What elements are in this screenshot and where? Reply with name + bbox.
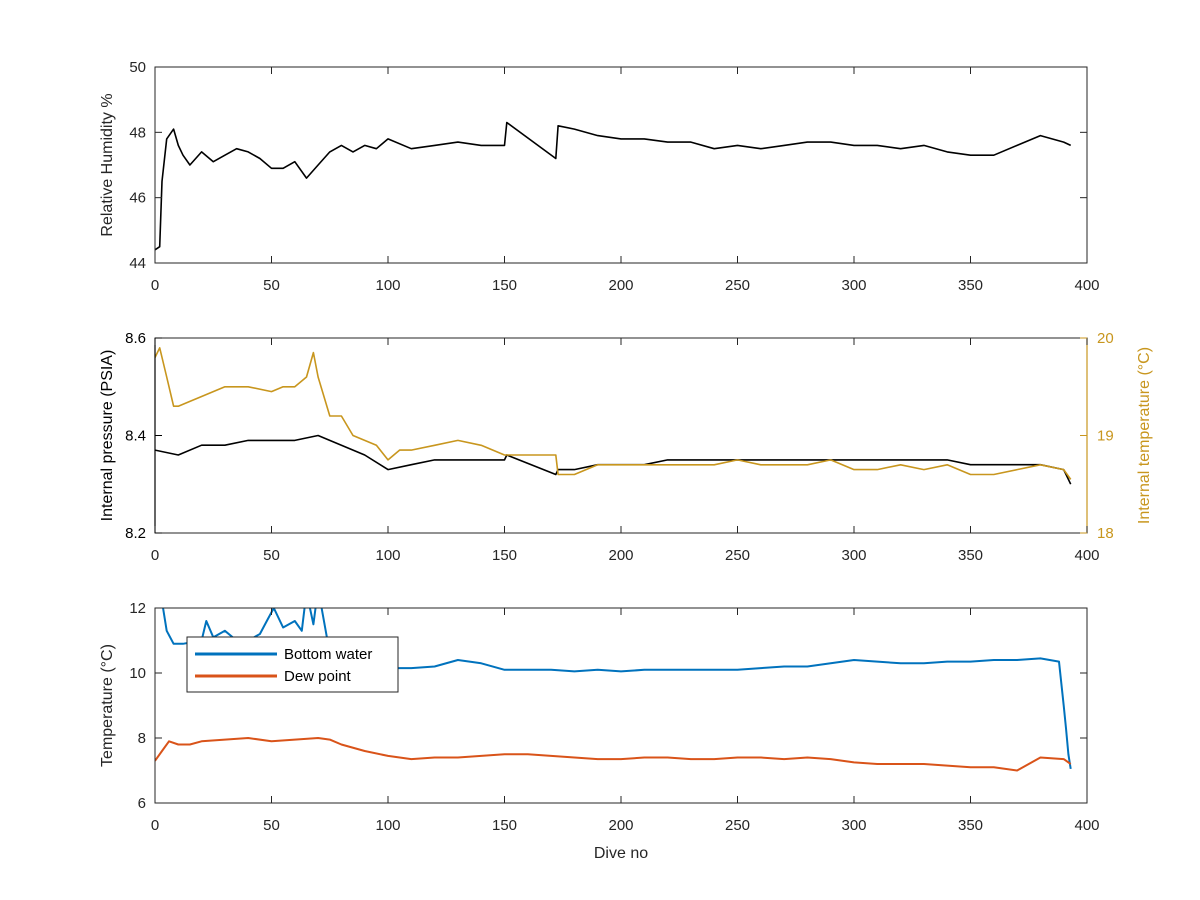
- x-tick-label: 0: [151, 277, 159, 294]
- x-axis-title: Dive no: [594, 845, 648, 862]
- x-tick-label: 50: [263, 277, 280, 294]
- y-right-tick-label: 18: [1097, 525, 1114, 542]
- x-tick-label: 100: [375, 547, 400, 564]
- x-tick-label: 300: [841, 277, 866, 294]
- x-tick-label: 50: [263, 817, 280, 834]
- x-tick-label: 200: [608, 817, 633, 834]
- legend-label-1: Dew point: [284, 668, 352, 685]
- x-tick-label: 0: [151, 817, 159, 834]
- y-tick-label: 8.4: [125, 428, 146, 445]
- y-tick-label: 44: [129, 255, 146, 272]
- y-tick-label: 46: [129, 190, 146, 207]
- legend: Bottom water Dew point: [186, 636, 399, 693]
- y-tick-label: 8: [138, 730, 146, 747]
- y-right-tick-label: 19: [1097, 428, 1114, 445]
- x-tick-label: 350: [958, 817, 983, 834]
- x-tick-label: 250: [725, 277, 750, 294]
- x-tick-label: 400: [1074, 277, 1099, 294]
- y-tick-label: 8.6: [125, 330, 146, 347]
- series-line-top-0: [155, 121, 1072, 251]
- y-axis-title-top: Relative Humidity %: [99, 93, 116, 236]
- y-tick-label: 10: [129, 665, 146, 682]
- series-line-bottom-1: [155, 737, 1072, 772]
- x-tick-label: 250: [725, 817, 750, 834]
- y-axis-title-middle: Internal pressure (PSIA): [99, 350, 116, 522]
- panel-top: 0 50 100 150 200 250 300 350 400 44 46 48 50 Relative…: [99, 59, 1100, 294]
- y-tick-label: 12: [129, 600, 146, 617]
- y-tick-label: 48: [129, 124, 146, 141]
- y-axis-title-bottom: Temperature (°C): [99, 644, 116, 767]
- x-tick-label: 400: [1074, 817, 1099, 834]
- y-right-tick-label: 20: [1097, 330, 1114, 347]
- x-tick-label: 350: [958, 277, 983, 294]
- x-tick-label: 150: [492, 547, 517, 564]
- x-tick-label: 100: [375, 277, 400, 294]
- y-tick-label: 8.2: [125, 525, 146, 542]
- x-tick-label: 300: [841, 547, 866, 564]
- x-tick-label: 300: [841, 817, 866, 834]
- legend-label-0: Bottom water: [284, 646, 372, 663]
- x-tick-label: 0: [151, 547, 159, 564]
- y-tick-label: 6: [138, 795, 146, 812]
- x-tick-label: 150: [492, 817, 517, 834]
- x-tick-label: 250: [725, 547, 750, 564]
- legend-box: [186, 636, 399, 693]
- x-tick-label: 350: [958, 547, 983, 564]
- x-tick-label: 200: [608, 277, 633, 294]
- panel-middle: 0 50 100 150 200 250 300 350 400 8.2 8.4 8.6 18 19 20 I…: [99, 330, 1153, 564]
- x-tick-label: 100: [375, 817, 400, 834]
- y-tick-label: 50: [129, 59, 146, 76]
- x-tick-label: 150: [492, 277, 517, 294]
- x-tick-label: 400: [1074, 547, 1099, 564]
- y-right-axis-title-middle: Internal temperature (°C): [1136, 347, 1153, 524]
- panel-bottom: 0 50 100 150 200 250 300 350 400 6 8 10 12 Temperatur…: [99, 600, 1100, 862]
- x-tick-label: 200: [608, 547, 633, 564]
- x-tick-label: 50: [263, 547, 280, 564]
- series-line-middle-1: [155, 346, 1072, 480]
